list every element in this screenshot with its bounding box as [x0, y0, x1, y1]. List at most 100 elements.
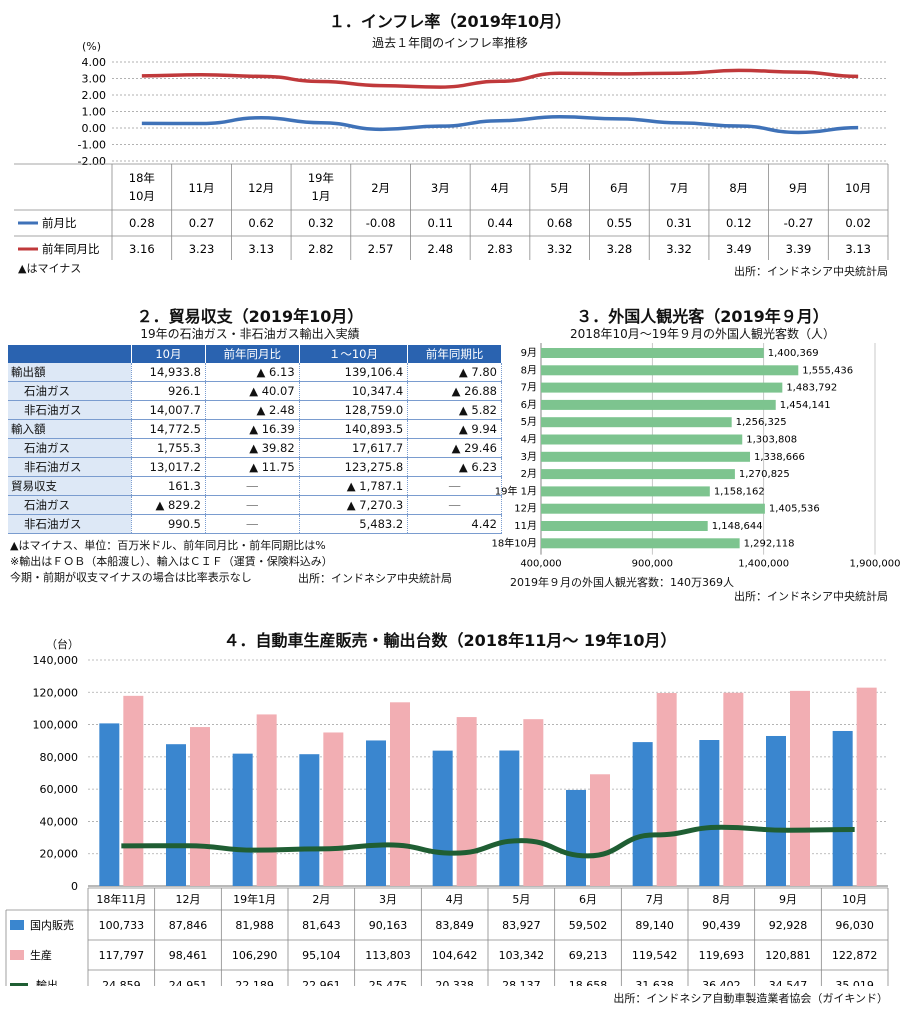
- table-cell: ―: [205, 514, 300, 534]
- data-label: 119,542: [632, 949, 678, 962]
- minus-note: ▲はマイナス: [18, 262, 82, 275]
- bar-domestic-sales: [166, 744, 186, 886]
- table-header: 前年同月比: [205, 345, 300, 363]
- data-label: 83,849: [435, 919, 474, 932]
- auto-source: 出所：インドネシア自動車製造業者協会（ガイキンド）: [613, 992, 888, 1005]
- bar: [541, 382, 783, 393]
- table-cell: 1,755.3: [131, 438, 206, 458]
- table-cell: -0.08: [366, 216, 396, 230]
- x-tick-label: 400,000: [520, 559, 561, 570]
- data-label: 31,638: [635, 979, 674, 986]
- tourist-source: 出所：インドネシア中央統計局: [734, 590, 888, 603]
- series-line-export: [121, 824, 855, 859]
- row-label: 輸入額: [8, 419, 132, 439]
- table-cell: 0.11: [428, 216, 454, 230]
- data-label: 28,137: [502, 979, 541, 986]
- row-label: 石油ガス: [8, 381, 132, 401]
- legend-label: 国内販売: [30, 918, 74, 932]
- table-cell: 0.62: [248, 216, 274, 230]
- month-label: 1月: [312, 189, 331, 203]
- data-label: 1,158,162: [714, 486, 765, 497]
- trade-source: 出所：インドネシア中央統計局: [298, 572, 452, 585]
- category-label: 18年11月: [96, 892, 146, 906]
- y-tick-label: -2.00: [78, 155, 106, 168]
- data-label: 1,338,666: [754, 452, 805, 463]
- auto-title: ４．自動車生産販売・輸出台数（2018年11月～ 19年10月）: [223, 631, 677, 650]
- inflation-chart: 4.00 3.00 2.00 1.00 0.00 -1.00 -2.00 18年 10月 11月 1…: [14, 56, 889, 260]
- table-cell: 123,275.8: [299, 457, 409, 477]
- data-label: 119,693: [699, 949, 745, 962]
- month-label: 9月: [789, 181, 808, 195]
- inflation-title: １．インフレ率（2019年10月）: [328, 12, 572, 31]
- row-label: 前年同月比: [42, 242, 100, 256]
- bar-production: [323, 732, 344, 886]
- table-cell: ▲ 7.80: [407, 363, 502, 382]
- table-cell: 3.32: [547, 242, 573, 256]
- table-cell: ▲ 6.13: [205, 363, 300, 382]
- legend-swatch: [10, 920, 24, 930]
- month-label: 6月: [610, 181, 629, 195]
- data-label: 59,502: [569, 919, 608, 932]
- bar: [541, 538, 740, 549]
- trade-notes: ▲はマイナス、単位：百万米ドル、前年同月比・前年同期比は% ※輸出はＦＯＢ（本船…: [10, 538, 333, 586]
- bar-production: [190, 727, 210, 886]
- table-cell: 0.31: [666, 216, 692, 230]
- table-cell: 14,933.8: [131, 363, 206, 382]
- category-label: 7月: [521, 382, 537, 394]
- data-label: 113,803: [365, 949, 411, 962]
- data-label: 24,951: [169, 979, 208, 986]
- table-cell: ▲ 9.94: [407, 419, 502, 439]
- row-label: 非石油ガス: [8, 514, 132, 534]
- bar-domestic-sales: [99, 723, 120, 886]
- bar-production: [123, 695, 144, 886]
- data-label: 120,881: [765, 949, 811, 962]
- row-label: 輸出額: [8, 363, 132, 382]
- data-label: 83,927: [502, 919, 541, 932]
- bar-domestic-sales: [432, 750, 453, 886]
- bar-production: [256, 714, 277, 886]
- data-label: 22,189: [235, 979, 274, 986]
- data-label: 1,555,436: [802, 365, 853, 376]
- data-label: 90,163: [369, 919, 408, 932]
- table-cell: 2.83: [487, 242, 513, 256]
- table-cell: 3.28: [607, 242, 633, 256]
- data-label: 1,292,118: [744, 538, 795, 549]
- data-label: 96,030: [835, 919, 874, 932]
- y-tick-label: 4.00: [82, 56, 107, 69]
- data-label: 1,405,536: [769, 504, 820, 515]
- row-label: 貿易収支: [8, 476, 132, 496]
- table-cell: 990.5: [131, 514, 206, 534]
- bar-domestic-sales: [366, 740, 386, 886]
- table-cell: 13,017.2: [131, 457, 206, 477]
- table-cell: 0.44: [487, 216, 513, 230]
- bar: [541, 503, 765, 514]
- x-tick-label: 900,000: [632, 559, 673, 570]
- data-label: 1,270,825: [739, 469, 790, 480]
- table-cell: 3.23: [189, 242, 215, 256]
- legend-label: 輸出: [36, 978, 58, 986]
- data-label: 1,400,369: [768, 348, 819, 359]
- y-tick-label: 0.00: [82, 122, 107, 135]
- data-label: 81,643: [302, 919, 341, 932]
- tourist-title: ３．外国人観光客（2019年９月）: [576, 307, 829, 326]
- month-label: 8月: [729, 181, 748, 195]
- month-label: 18年: [129, 171, 155, 185]
- bar-production: [723, 692, 744, 886]
- y-tick-label: 1.00: [82, 106, 107, 119]
- table-row: 石油ガス 1,755.3 ▲ 39.82 17,617.7 ▲ 29.46: [8, 438, 502, 458]
- table-cell: ▲ 11.75: [205, 457, 300, 477]
- bar-domestic-sales: [699, 740, 720, 886]
- category-label: 7月: [646, 893, 664, 906]
- table-cell: 2.57: [368, 242, 394, 256]
- table-cell: 2.82: [308, 242, 334, 256]
- data-label: 1,256,325: [736, 417, 787, 428]
- category-label: 6月: [521, 399, 537, 411]
- table-row: 非石油ガス 13,017.2 ▲ 11.75 123,275.8 ▲ 6.23: [8, 457, 502, 477]
- table-cell: ▲ 7,270.3: [299, 495, 409, 515]
- category-label: 8月: [712, 893, 730, 906]
- table-cell: 0.28: [129, 216, 155, 230]
- trade-note: ▲はマイナス、単位：百万米ドル、前年同月比・前年同期比は%: [10, 539, 326, 552]
- table-cell: ―: [407, 476, 502, 496]
- table-cell: 0.55: [607, 216, 633, 230]
- table-header: 前年同期比: [407, 345, 502, 363]
